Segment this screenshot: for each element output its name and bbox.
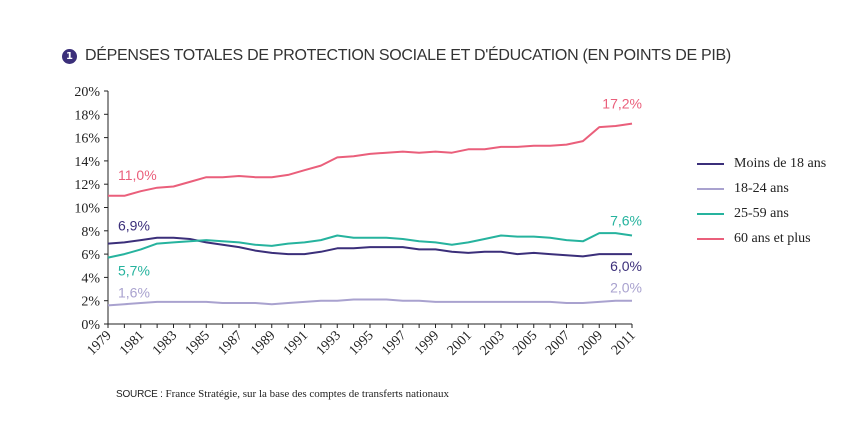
x-tick-label: 1987 (215, 328, 245, 358)
x-tick-label: 1993 (314, 328, 344, 358)
figure-number-badge: 1 (62, 48, 77, 64)
series-start-label: 6,9% (118, 218, 150, 234)
x-tick-label: 2007 (543, 328, 573, 358)
legend-label: 60 ans et plus (734, 230, 811, 246)
series-end-label: 2,0% (610, 280, 642, 296)
y-tick-label: 0% (81, 318, 100, 333)
legend: Moins de 18 ans 18-24 ans 25-59 ans 60 ans … (697, 151, 826, 251)
chart-title-text: DÉPENSES TOTALES DE PROTECTION SOCIALE E… (85, 47, 731, 64)
legend-label: 18-24 ans (734, 180, 789, 196)
legend-label: Moins de 18 ans (734, 155, 827, 171)
chart-title: 1 DÉPENSES TOTALES DE PROTECTION SOCIALE… (62, 47, 731, 65)
y-tick-label: 2% (81, 295, 100, 310)
legend-swatch (697, 237, 724, 240)
series-end-label: 17,2% (602, 96, 642, 112)
x-tick-label: 1985 (183, 328, 213, 358)
x-tick-label: 2011 (609, 328, 639, 358)
legend-item: 60 ans et plus (697, 226, 826, 251)
y-tick-label: 16% (74, 132, 100, 147)
legend-swatch (697, 162, 724, 165)
x-tick-label: 1991 (281, 328, 311, 358)
x-tick-label: 2005 (510, 328, 540, 358)
series-line (107, 232, 633, 259)
series-start-label: 11,0% (118, 167, 157, 183)
x-tick-label: 1981 (117, 328, 147, 358)
source-text: France Stratégie, sur la base des compte… (162, 388, 449, 400)
series-start-label: 1,6% (118, 284, 150, 300)
x-tick-label: 1995 (346, 328, 376, 358)
legend-item: 18-24 ans (697, 176, 826, 201)
x-tick-label: 2009 (576, 328, 606, 358)
series-start-label: 5,7% (118, 263, 150, 279)
y-tick-label: 10% (74, 202, 100, 217)
legend-item: 25-59 ans (697, 201, 826, 226)
y-tick-label: 12% (74, 178, 100, 193)
legend-swatch (697, 212, 724, 215)
series-end-label: 6,0% (610, 258, 642, 274)
source-note: SOURCE : France Stratégie, sur la base d… (116, 388, 449, 400)
series-line (107, 298, 632, 307)
x-tick-label: 1999 (412, 328, 442, 358)
y-tick-label: 4% (81, 271, 100, 286)
y-tick-label: 14% (74, 155, 100, 170)
x-tick-label: 1983 (150, 328, 180, 358)
x-tick-label: 2003 (477, 328, 507, 358)
legend-item: Moins de 18 ans (697, 151, 826, 176)
x-tick-label: 1989 (248, 328, 278, 358)
series-line (108, 122, 633, 197)
x-tick-label: 1997 (379, 328, 409, 358)
source-prefix: SOURCE : (116, 389, 163, 400)
y-tick-label: 6% (81, 248, 100, 263)
series-end-label: 7,6% (610, 212, 642, 228)
y-tick-label: 8% (81, 225, 100, 240)
y-tick-label: 18% (74, 108, 100, 123)
y-tick-label: 20% (74, 85, 100, 100)
legend-swatch (697, 187, 724, 190)
x-tick-label: 2001 (445, 328, 475, 358)
legend-label: 25-59 ans (734, 205, 789, 221)
